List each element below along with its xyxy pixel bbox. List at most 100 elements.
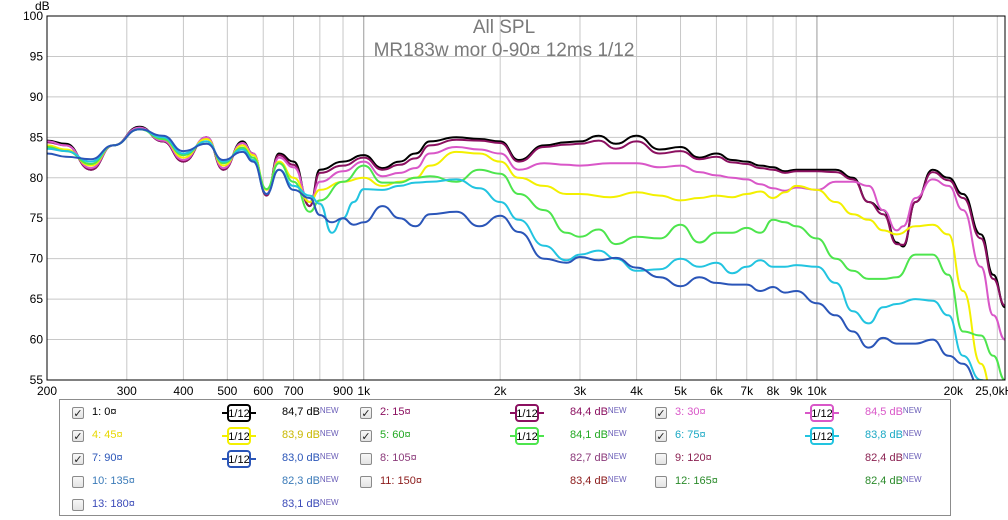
legend-checkbox[interactable]: ✓ (72, 407, 84, 420)
legend-item: ✓ 2: 15¤ 1/12 84,4 dBNEW (360, 404, 655, 425)
legend-spl-value: 82,7 dBNEW (570, 452, 627, 464)
legend-item: 11: 150¤ 83,4 dBNEW (360, 474, 655, 494)
legend-checkbox[interactable] (360, 476, 372, 488)
series-line-45 (47, 128, 989, 380)
svg-text:1/12: 1/12 (228, 454, 249, 466)
legend-new-tag: NEW (902, 475, 922, 484)
legend-spl-number: 84,4 dB (570, 406, 608, 418)
legend-spl-value: 83,8 dBNEW (865, 429, 922, 441)
legend-checkbox[interactable]: ✓ (655, 407, 667, 420)
legend-label: 8: 105¤ (380, 452, 417, 464)
y-tick-label: 65 (30, 292, 44, 306)
x-tick-label: 900 (333, 384, 353, 398)
legend-spl-number: 84,1 dB (570, 429, 608, 441)
y-tick-label: 90 (30, 90, 44, 104)
legend-spl-value: 84,4 dBNEW (570, 406, 627, 418)
legend-checkbox[interactable]: ✓ (360, 430, 372, 443)
x-tick-label: 200 (37, 384, 57, 398)
legend-label: 3: 30¤ (675, 406, 706, 418)
legend-spl-number: 84,5 dB (865, 406, 903, 418)
legend-spl-number: 84,7 dB (282, 406, 320, 418)
legend-spl-value: 82,3 dBNEW (282, 475, 339, 487)
legend-line-swatch[interactable]: 1/12 (510, 404, 544, 422)
legend-spl-number: 82,7 dB (570, 452, 608, 464)
legend-checkbox[interactable]: ✓ (72, 453, 84, 466)
x-tick-label: 300 (117, 384, 137, 398)
legend-item: 12: 165¤ 82,4 dBNEW (655, 474, 952, 494)
grid (46, 15, 1005, 381)
legend-label: 6: 75¤ (675, 429, 706, 441)
legend-line-swatch[interactable]: 1/12 (805, 404, 839, 422)
legend-spl-value: 83,0 dBNEW (282, 452, 339, 464)
legend-new-tag: NEW (902, 429, 922, 438)
legend-new-tag: NEW (607, 429, 627, 438)
legend-new-tag: NEW (607, 406, 627, 415)
legend-checkbox[interactable] (655, 476, 667, 488)
y-tick-label: 70 (30, 252, 44, 266)
legend-spl-value: 83,4 dBNEW (570, 475, 627, 487)
legend-label: 1: 0¤ (92, 406, 117, 418)
svg-text:1/12: 1/12 (811, 408, 832, 420)
series-line-75 (47, 128, 985, 380)
chart-title: All SPL (473, 17, 535, 38)
x-tick-label: 25,0kHz (975, 384, 1008, 398)
series-line-90 (47, 128, 975, 380)
x-tick-label: 4k (630, 384, 644, 398)
legend-spl-value: 83,1 dBNEW (282, 498, 339, 510)
x-tick-label: 2k (494, 384, 508, 398)
legend-checkbox[interactable] (72, 499, 84, 511)
legend-spl-number: 82,4 dB (865, 452, 903, 464)
legend-line-swatch[interactable]: 1/12 (805, 427, 839, 445)
x-tick-label: 10k (807, 384, 827, 398)
legend-checkbox[interactable] (655, 453, 667, 465)
legend-item: 10: 135¤ 82,3 dBNEW (72, 474, 360, 494)
legend-new-tag: NEW (319, 406, 339, 415)
legend-line-swatch[interactable]: 1/12 (222, 450, 256, 468)
legend-line-swatch[interactable]: 1/12 (222, 427, 256, 445)
legend-spl-value: 83,9 dBNEW (282, 429, 339, 441)
legend-checkbox[interactable] (360, 453, 372, 465)
legend-line-swatch[interactable]: 1/12 (222, 404, 256, 422)
legend-item: 13: 180¤ 83,1 dBNEW (72, 497, 360, 517)
legend-spl-number: 82,3 dB (282, 475, 320, 487)
legend-checkbox[interactable]: ✓ (655, 430, 667, 443)
y-tick-labels: 55 60 65 70 75 80 85 90 95 100 (23, 9, 43, 387)
legend-spl-value: 84,1 dBNEW (570, 429, 627, 441)
legend-spl-number: 83,9 dB (282, 429, 320, 441)
legend-label: 12: 165¤ (675, 475, 718, 487)
legend-new-tag: NEW (319, 429, 339, 438)
legend-checkbox[interactable] (72, 476, 84, 488)
y-tick-label: 75 (30, 211, 44, 225)
plot-frame (46, 15, 1006, 381)
y-tick-label: 100 (23, 9, 43, 23)
x-tick-label: 500 (217, 384, 237, 398)
legend-new-tag: NEW (902, 452, 922, 461)
legend-item: ✓ 5: 60¤ 1/12 84,1 dBNEW (360, 427, 655, 448)
x-tick-label: 700 (284, 384, 304, 398)
svg-text:1/12: 1/12 (228, 408, 249, 420)
legend-label: 9: 120¤ (675, 452, 712, 464)
legend-line-swatch[interactable]: 1/12 (510, 427, 544, 445)
legend-new-tag: NEW (902, 406, 922, 415)
legend-panel: ✓ 1: 0¤ 1/12 84,7 dBNEW ✓ 2: 15¤ 1/12 84,4 dBNE… (59, 399, 951, 516)
legend-checkbox[interactable]: ✓ (360, 407, 372, 420)
series-line-60 (47, 128, 1005, 380)
legend-label: 4: 45¤ (92, 429, 123, 441)
legend-spl-number: 83,8 dB (865, 429, 903, 441)
svg-text:1/12: 1/12 (516, 431, 537, 443)
legend-spl-number: 83,4 dB (570, 475, 608, 487)
legend-new-tag: NEW (607, 475, 627, 484)
legend-item: ✓ 3: 30¤ 1/12 84,5 dBNEW (655, 404, 952, 425)
legend-label: 10: 135¤ (92, 475, 135, 487)
y-tick-label: 85 (30, 130, 44, 144)
legend-item: 9: 120¤ 82,4 dBNEW (655, 451, 952, 471)
spl-chart: dB 55 60 65 70 75 80 85 90 95 100 200 300 400 500 600… (23, 0, 1008, 398)
y-tick-label: 80 (30, 171, 44, 185)
x-tick-label: 20k (944, 384, 964, 398)
legend-checkbox[interactable]: ✓ (72, 430, 84, 443)
x-tick-label: 8k (767, 384, 781, 398)
legend-item: ✓ 4: 45¤ 1/12 83,9 dBNEW (72, 427, 360, 448)
series-lines (47, 125, 1005, 380)
legend-spl-value: 84,7 dBNEW (282, 406, 339, 418)
x-tick-label: 400 (173, 384, 193, 398)
